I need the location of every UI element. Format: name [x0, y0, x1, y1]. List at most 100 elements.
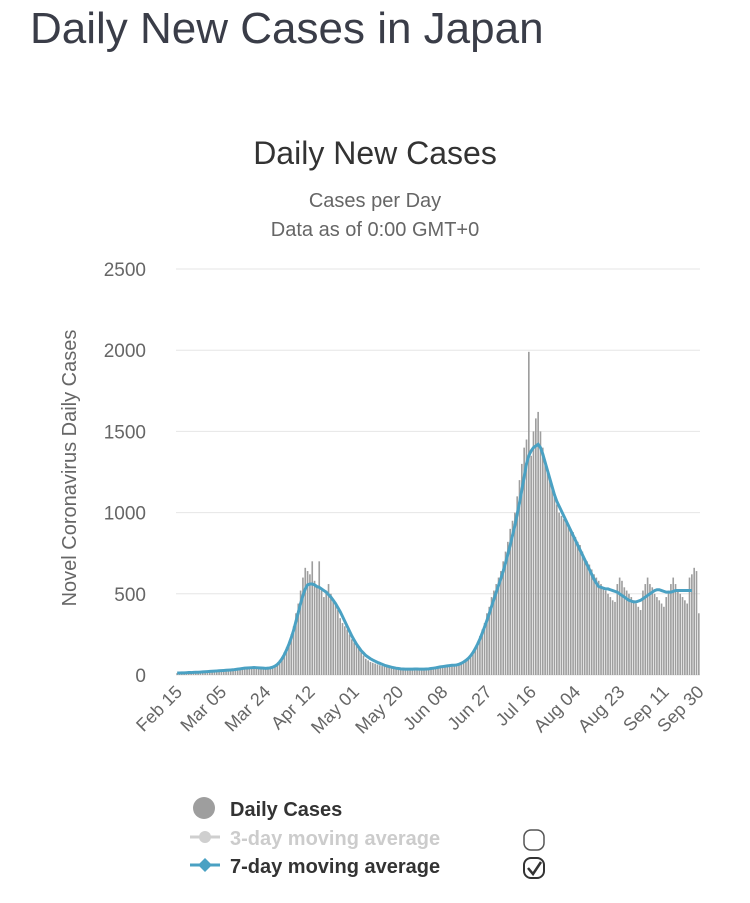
- bar: [695, 571, 698, 675]
- daily-cases-bars: [176, 351, 700, 675]
- bar: [479, 636, 481, 675]
- bar: [239, 668, 241, 675]
- bar: [667, 590, 670, 675]
- bar: [632, 600, 635, 675]
- bar: [691, 574, 693, 675]
- legend-daily-cases-label[interactable]: Daily Cases: [230, 799, 342, 821]
- legend-ma7-checkbox[interactable]: [523, 857, 545, 879]
- bar: [490, 597, 493, 675]
- bar: [264, 669, 267, 675]
- bar: [213, 671, 216, 675]
- bar: [371, 662, 374, 675]
- x-tick-label: Jun 27: [443, 682, 495, 734]
- bar: [390, 668, 393, 675]
- bar: [558, 512, 560, 675]
- bar: [197, 672, 199, 675]
- bar: [455, 665, 458, 675]
- legend: Daily Cases 3-day moving average 7-day m…: [190, 797, 545, 879]
- bar: [385, 667, 388, 675]
- bar: [660, 603, 663, 675]
- x-tick-label: Feb 15: [132, 682, 186, 736]
- bar: [225, 671, 227, 675]
- x-tick-label: Jun 08: [399, 682, 451, 734]
- bar: [481, 629, 484, 675]
- bar: [362, 655, 365, 675]
- bar: [469, 655, 472, 675]
- legend-ma7-label[interactable]: 7-day moving average: [230, 856, 440, 878]
- bar: [253, 666, 255, 675]
- bar: [623, 587, 626, 675]
- bar: [367, 660, 369, 675]
- bar: [276, 663, 279, 675]
- bar: [302, 577, 304, 675]
- bar: [320, 590, 323, 675]
- legend-ma3-label[interactable]: 3-day moving average: [230, 828, 440, 850]
- bar: [572, 532, 574, 675]
- bar: [397, 669, 400, 675]
- bar: [460, 663, 463, 675]
- bar: [425, 669, 428, 675]
- bar: [432, 668, 435, 675]
- bar: [597, 580, 600, 675]
- legend-ma7-marker[interactable]: [198, 858, 212, 872]
- bar: [353, 642, 355, 675]
- bar: [672, 577, 675, 675]
- bar: [509, 528, 512, 675]
- bar: [444, 666, 446, 675]
- bar: [546, 472, 549, 675]
- legend-daily-cases-marker[interactable]: [193, 797, 215, 819]
- x-tick-label: Aug 04: [530, 682, 584, 736]
- bar: [588, 564, 591, 675]
- bar: [628, 593, 630, 675]
- bar: [495, 584, 498, 675]
- bar: [609, 597, 612, 675]
- bar: [409, 669, 411, 675]
- bar: [434, 667, 437, 675]
- bar: [569, 528, 572, 675]
- bar: [309, 574, 311, 675]
- bar: [548, 480, 551, 675]
- bar: [537, 411, 539, 675]
- bar: [416, 669, 418, 675]
- bar: [227, 670, 230, 675]
- bar: [583, 558, 586, 675]
- bar: [649, 584, 651, 675]
- bar: [474, 647, 477, 675]
- bar: [404, 669, 407, 675]
- bar: [693, 567, 695, 675]
- bar: [497, 577, 500, 675]
- bar: [532, 431, 535, 675]
- bar: [625, 590, 628, 675]
- bar: [516, 496, 518, 675]
- bar: [250, 666, 253, 675]
- bar: [437, 667, 439, 675]
- legend-ma3-marker[interactable]: [199, 831, 211, 843]
- bar: [630, 597, 633, 675]
- bar: [567, 523, 570, 675]
- bar: [374, 663, 376, 675]
- x-tick-label: May 20: [351, 682, 407, 738]
- bar: [218, 671, 220, 675]
- bar: [323, 597, 325, 675]
- bar: [698, 613, 700, 675]
- bar: [229, 670, 232, 675]
- bar: [555, 504, 558, 675]
- y-tick-label: 2500: [104, 260, 146, 281]
- bar: [467, 658, 470, 675]
- bar: [458, 664, 460, 675]
- legend-ma3-checkbox[interactable]: [523, 829, 545, 851]
- bar: [574, 536, 577, 675]
- bar: [639, 610, 642, 675]
- bar: [541, 447, 544, 675]
- bar: [295, 613, 297, 675]
- bar: [376, 664, 379, 675]
- bar: [637, 606, 640, 675]
- y-axis-label: Novel Coronavirus Daily Cases: [59, 330, 81, 607]
- bar: [290, 634, 293, 675]
- bar: [656, 597, 658, 675]
- bar: [590, 569, 593, 675]
- bar: [220, 671, 223, 675]
- bar: [518, 480, 521, 675]
- bar: [232, 670, 234, 675]
